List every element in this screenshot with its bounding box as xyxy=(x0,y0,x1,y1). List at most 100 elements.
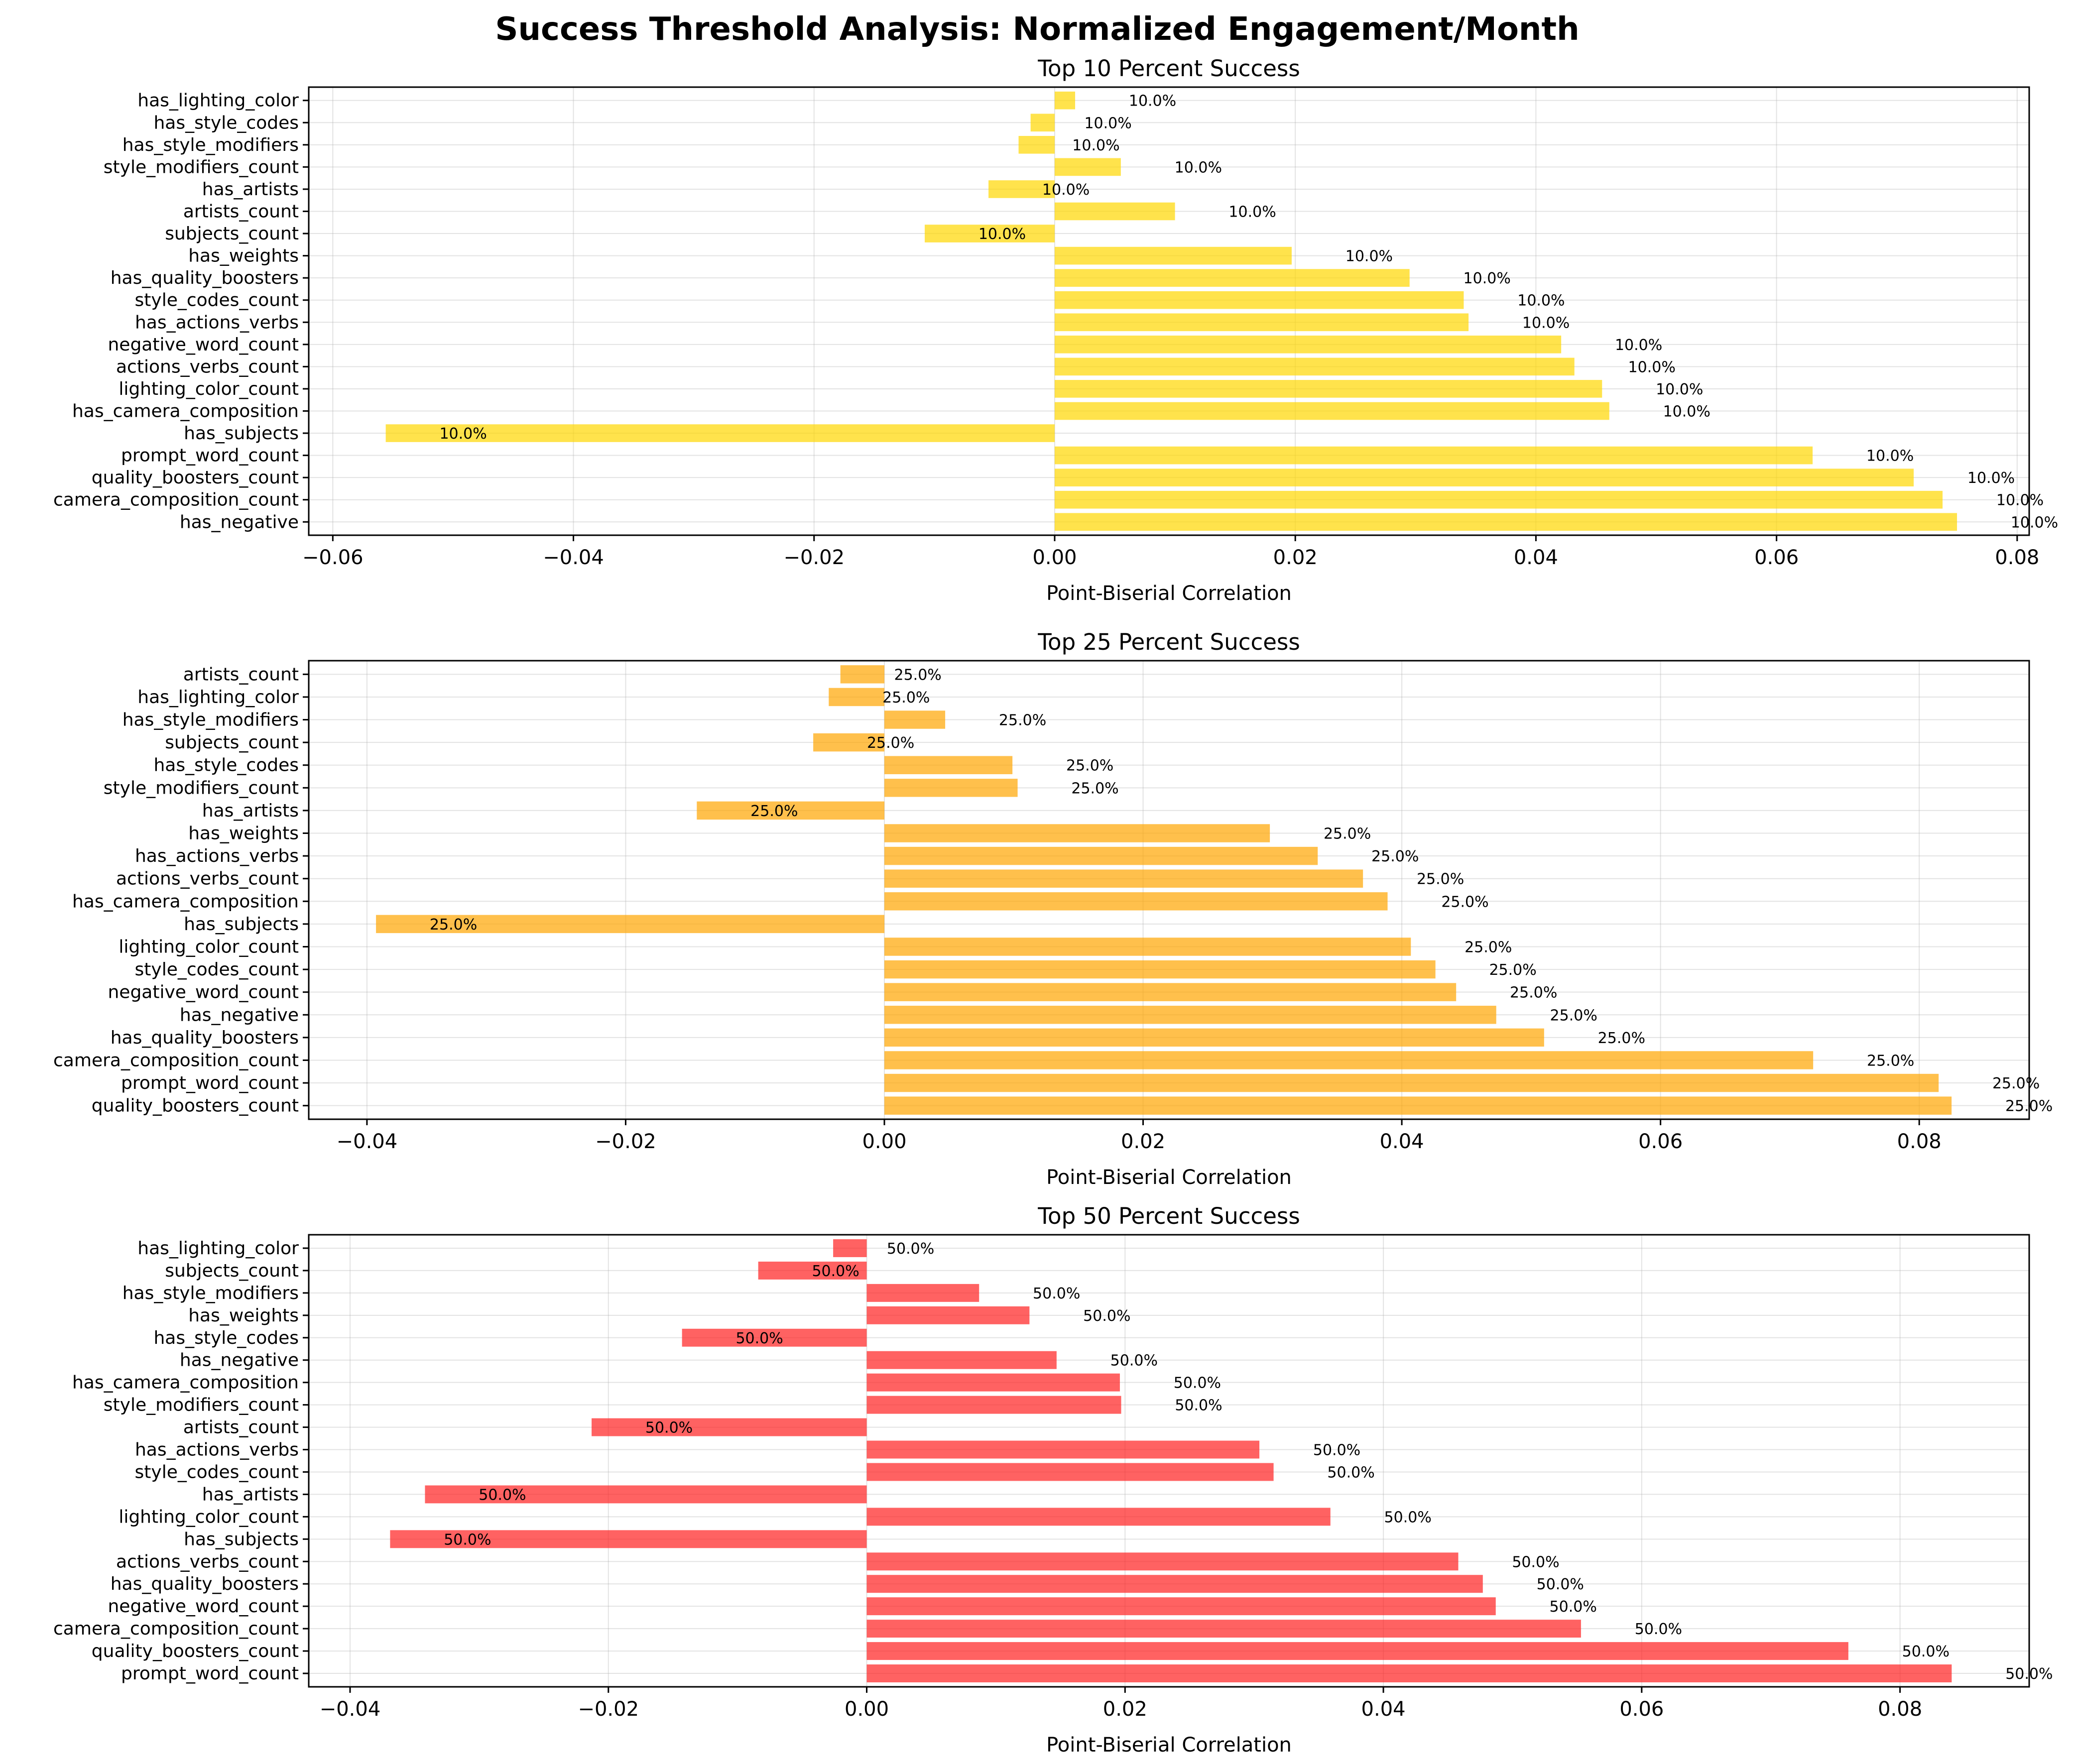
data-label: 10.0% xyxy=(1663,403,1710,420)
bar-has_actions_verbs xyxy=(884,846,1318,865)
data-label: 10.0% xyxy=(1615,337,1662,354)
bar-has_camera_composition xyxy=(866,1373,1120,1392)
y-tick-label: has_weights xyxy=(188,246,299,266)
data-label: 50.0% xyxy=(1384,1509,1432,1526)
bar-has_subjects xyxy=(385,424,1055,442)
bar-negative_word_count xyxy=(1054,336,1562,353)
y-tick-label: prompt_word_count xyxy=(121,1663,299,1684)
y-tick-label: subjects_count xyxy=(165,1261,299,1281)
y-tick-label: has_artists xyxy=(202,801,299,821)
data-label: 25.0% xyxy=(999,712,1046,729)
data-label: 10.0% xyxy=(439,425,487,443)
y-tick-label: artists_count xyxy=(183,1417,299,1438)
bar-has_quality_boosters xyxy=(1054,269,1410,287)
bar-has_style_codes xyxy=(1030,114,1055,132)
y-tick-label: negative_word_count xyxy=(108,335,299,355)
data-label: 50.0% xyxy=(812,1263,859,1280)
bar-has_style_codes xyxy=(884,756,1013,774)
bar-camera_composition_count xyxy=(866,1620,1581,1638)
bar-style_codes_count xyxy=(866,1463,1274,1481)
y-tick-label: quality_boosters_count xyxy=(92,468,299,488)
data-label: 25.0% xyxy=(1417,871,1464,888)
y-tick-label: has_negative xyxy=(180,512,299,532)
data-label: 25.0% xyxy=(750,803,798,820)
y-tick-label: has_subjects xyxy=(184,423,299,444)
y-tick-label: has_lighting_color xyxy=(137,91,299,111)
bar-has_actions_verbs xyxy=(866,1440,1260,1459)
y-tick-label: lighting_color_count xyxy=(119,937,299,957)
data-label: 10.0% xyxy=(1996,492,2044,509)
x-tick-label: 0.08 xyxy=(1897,1130,1942,1153)
chart-panel-3: 50.0% 50.0% 50.0% 50.0% 50.0% 50.0% 50.0% 50.0%… xyxy=(53,1203,2053,1757)
chart-panel-2: 25.0% 25.0% 25.0% 25.0% 25.0% 25.0% 25.0% 25.0%… xyxy=(53,629,2053,1189)
data-label: 50.0% xyxy=(1175,1397,1222,1414)
y-tick-label: quality_boosters_count xyxy=(92,1641,299,1661)
data-label: 25.0% xyxy=(1992,1075,2040,1092)
y-tick-label: camera_composition_count xyxy=(53,1050,299,1070)
y-tick-label: has_style_codes xyxy=(153,1328,299,1348)
bar-subjects_count xyxy=(758,1261,867,1280)
data-label: 50.0% xyxy=(1635,1621,1682,1638)
x-tick-label: 0.00 xyxy=(845,1698,889,1721)
y-tick-label: has_actions_verbs xyxy=(135,846,299,866)
bar-has_negative xyxy=(866,1351,1057,1369)
bar-has_artists xyxy=(697,801,884,820)
y-tick-label: has_style_modifiers xyxy=(122,135,299,155)
data-label: 50.0% xyxy=(1110,1352,1158,1370)
y-tick-label: has_quality_boosters xyxy=(111,268,299,288)
x-tick-label: −0.02 xyxy=(783,546,845,569)
y-tick-label: has_subjects xyxy=(184,914,299,935)
data-label: 10.0% xyxy=(1522,314,1570,332)
data-label: 25.0% xyxy=(894,666,941,684)
bar-style_codes_count xyxy=(1054,291,1464,309)
y-tick-label: has_subjects xyxy=(184,1529,299,1549)
bar-artists_count xyxy=(1054,202,1175,221)
y-tick-label: subjects_count xyxy=(165,224,299,244)
x-axis-label: Point-Biserial Correlation xyxy=(1046,1166,1292,1189)
y-tick-label: has_style_modifiers xyxy=(122,710,299,730)
y-tick-label: prompt_word_count xyxy=(121,1073,299,1093)
bar-actions_verbs_count xyxy=(884,869,1363,888)
x-tick-label: −0.04 xyxy=(543,546,604,569)
bar-has_style_codes xyxy=(682,1328,867,1347)
bar-camera_composition_count xyxy=(884,1051,1814,1069)
bar-lighting_color_count xyxy=(866,1508,1331,1526)
y-tick-label: has_lighting_color xyxy=(137,1238,299,1259)
bar-quality_boosters_count xyxy=(1054,469,1914,486)
y-tick-label: has_weights xyxy=(188,1305,299,1326)
x-axis-label: Point-Biserial Correlation xyxy=(1046,582,1292,605)
y-tick-label: has_style_codes xyxy=(153,755,299,776)
y-tick-label: has_actions_verbs xyxy=(135,312,299,333)
y-tick-label: style_modifiers_count xyxy=(104,1395,299,1415)
data-label: 50.0% xyxy=(444,1531,491,1548)
bar-has_weights xyxy=(1054,246,1292,265)
bar-has_quality_boosters xyxy=(866,1575,1483,1593)
panel-title: Top 10 Percent Success xyxy=(1037,55,1300,82)
data-label: 50.0% xyxy=(1083,1307,1130,1325)
data-label: 25.0% xyxy=(1465,939,1512,956)
data-label: 10.0% xyxy=(1628,358,1676,376)
bar-artists_count xyxy=(592,1418,867,1436)
bar-prompt_word_count xyxy=(1054,446,1813,465)
data-label: 50.0% xyxy=(1550,1598,1597,1616)
x-tick-label: 0.04 xyxy=(1514,546,1558,569)
data-label: 10.0% xyxy=(1084,115,1131,132)
data-label: 50.0% xyxy=(735,1330,783,1347)
y-tick-label: negative_word_count xyxy=(108,1596,299,1617)
y-tick-label: has_artists xyxy=(202,179,299,200)
bar-has_artists xyxy=(988,180,1055,198)
y-tick-label: has_quality_boosters xyxy=(111,1574,299,1594)
bar-has_lighting_color xyxy=(1054,91,1076,110)
x-tick-label: −0.04 xyxy=(337,1130,398,1153)
bar-has_negative xyxy=(1054,513,1957,531)
chart-panel-1: 10.0% 10.0% 10.0% 10.0% 10.0% 10.0% 10.0% 10.0%… xyxy=(53,55,2058,605)
x-tick-label: −0.02 xyxy=(578,1698,639,1721)
y-tick-label: has_lighting_color xyxy=(137,687,299,707)
data-label: 10.0% xyxy=(1042,181,1090,199)
bar-style_modifiers_count xyxy=(1054,158,1121,176)
x-tick-label: 0.00 xyxy=(862,1130,906,1153)
data-label: 25.0% xyxy=(1867,1052,1914,1069)
plot-frame xyxy=(308,86,2030,536)
data-label: 25.0% xyxy=(867,734,914,752)
